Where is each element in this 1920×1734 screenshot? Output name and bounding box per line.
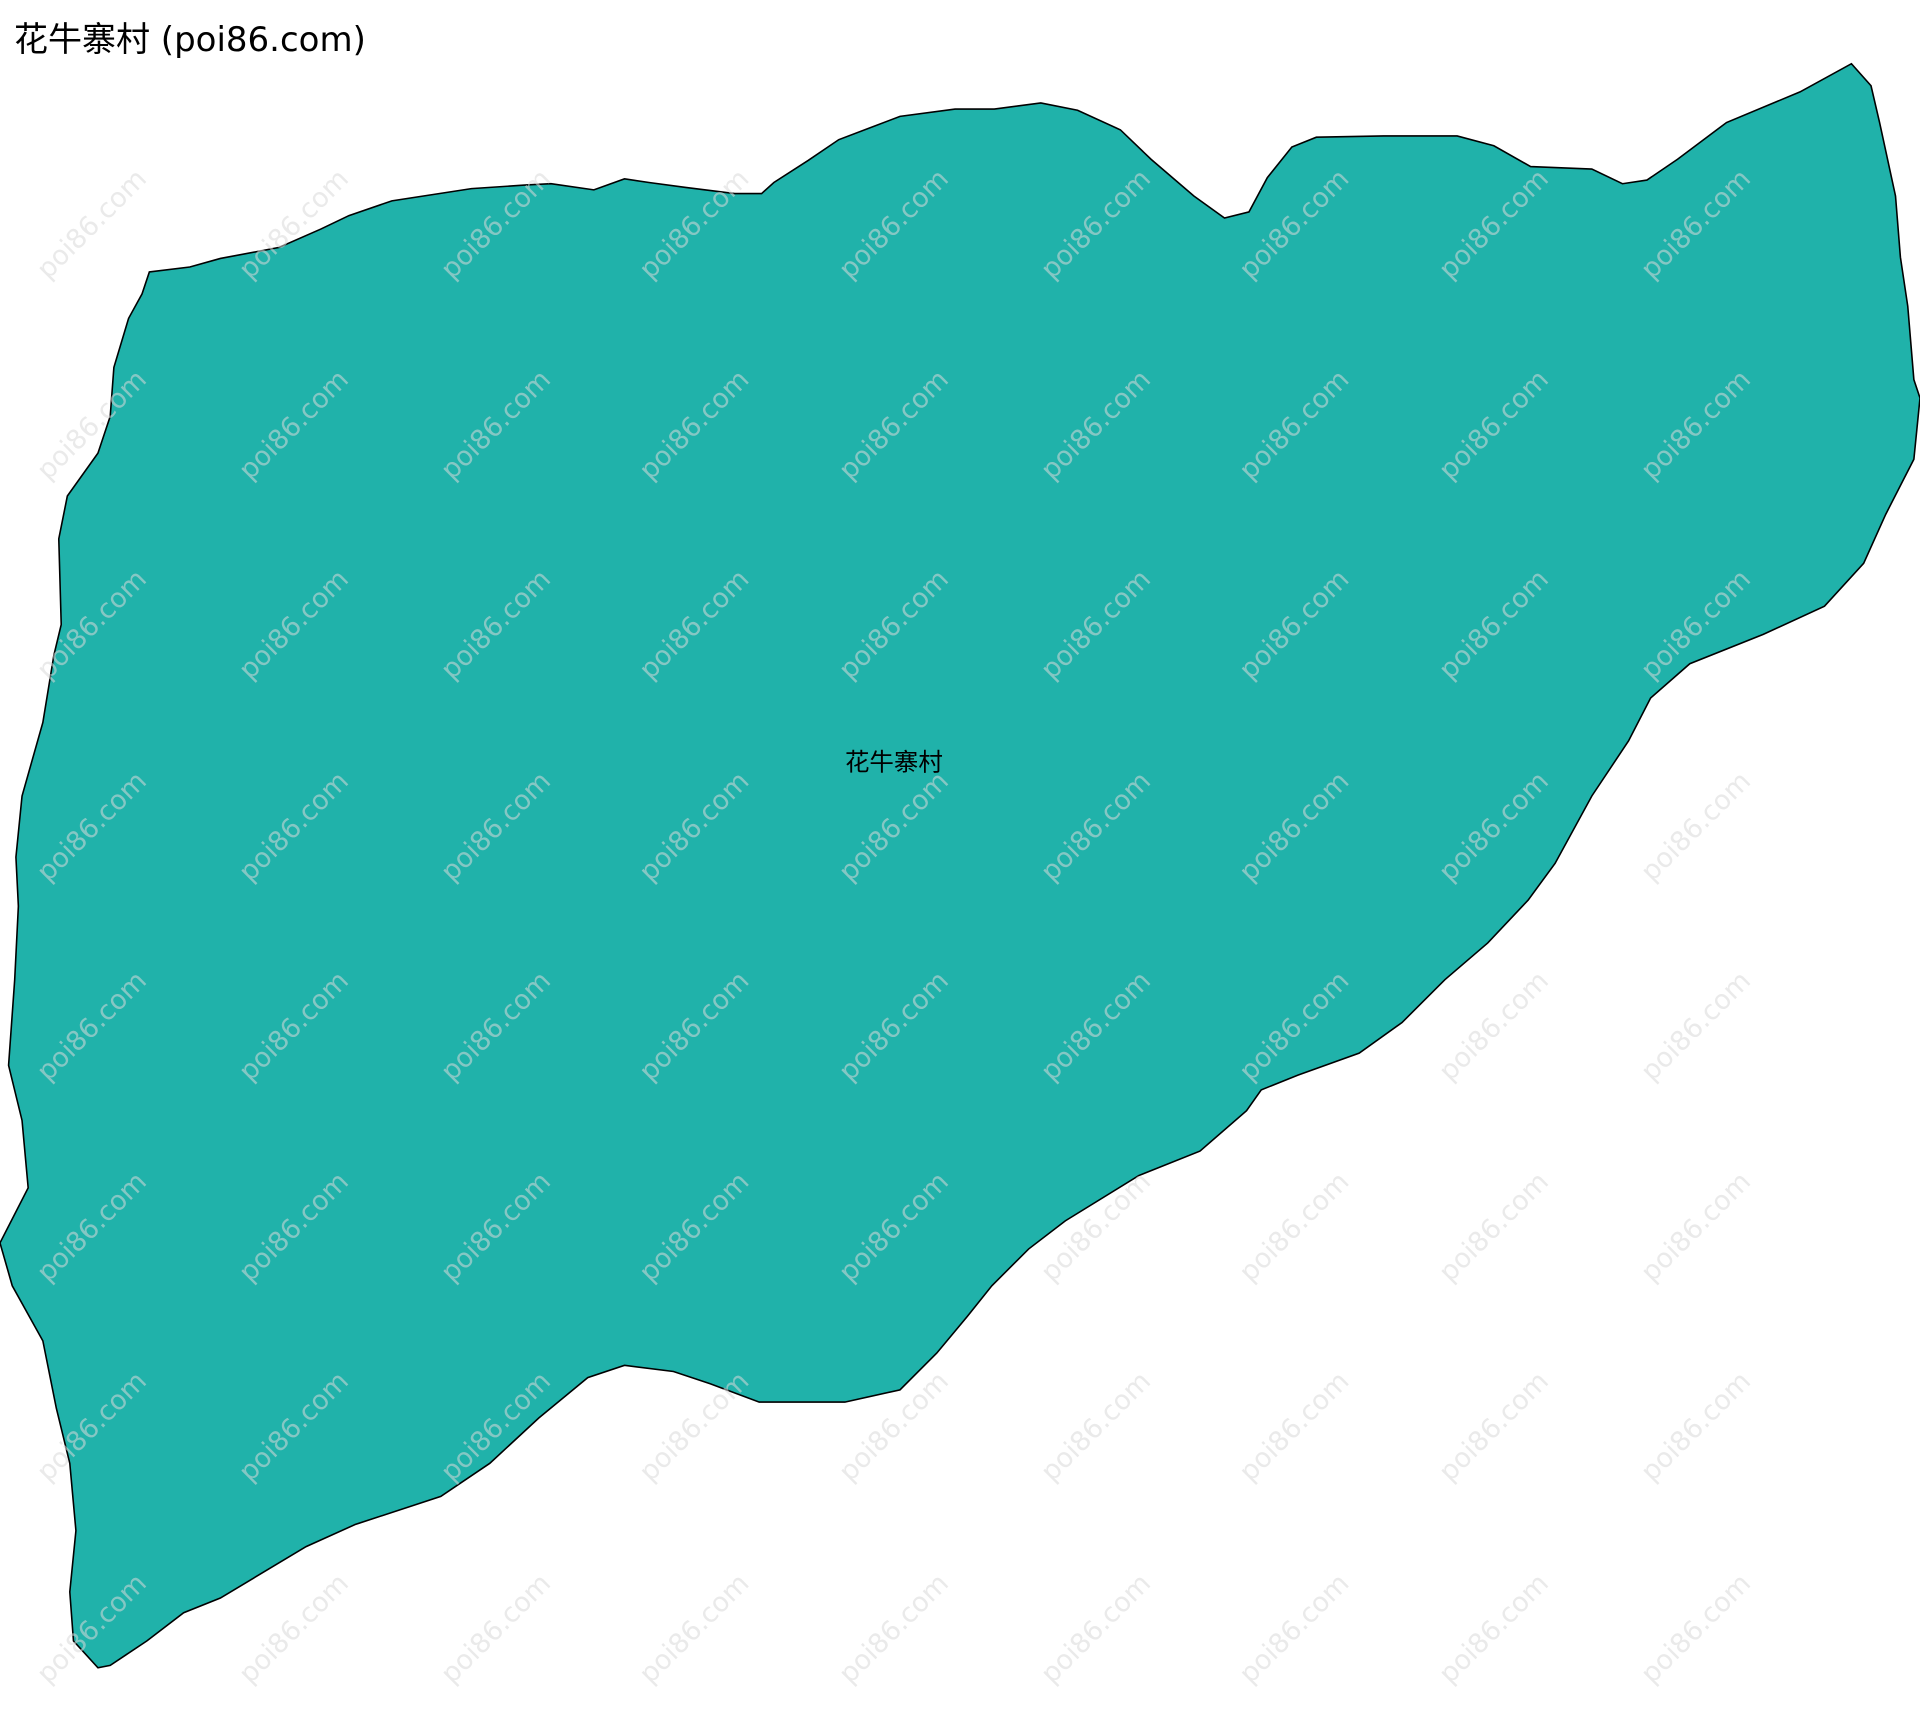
watermark-text: poi86.com bbox=[1233, 1568, 1355, 1690]
watermark-text: poi86.com bbox=[1035, 1366, 1157, 1488]
watermark-text: poi86.com bbox=[435, 1568, 557, 1690]
watermark-text: poi86.com bbox=[1635, 766, 1757, 888]
region-label: 花牛寨村 bbox=[845, 747, 943, 776]
watermark-text: poi86.com bbox=[233, 1568, 355, 1690]
watermark-text: poi86.com bbox=[1035, 1568, 1157, 1690]
map-title: 花牛寨村 (poi86.com) bbox=[14, 20, 366, 60]
watermark-text: poi86.com bbox=[1433, 965, 1555, 1087]
watermark-text: poi86.com bbox=[633, 1568, 755, 1690]
watermark-text: poi86.com bbox=[1635, 1568, 1757, 1690]
watermark-text: poi86.com bbox=[1233, 1166, 1355, 1288]
watermark-text: poi86.com bbox=[633, 1366, 755, 1488]
watermark-text: poi86.com bbox=[1635, 1166, 1757, 1288]
watermark-text: poi86.com bbox=[1433, 1166, 1555, 1288]
watermark-text: poi86.com bbox=[1433, 1366, 1555, 1488]
watermark-text: poi86.com bbox=[1233, 1366, 1355, 1488]
watermark-text: poi86.com bbox=[1433, 1568, 1555, 1690]
watermark-text: poi86.com bbox=[1635, 965, 1757, 1087]
region-polygon[interactable] bbox=[0, 62, 1920, 1669]
watermark-text: poi86.com bbox=[31, 163, 153, 285]
watermark-text: poi86.com bbox=[833, 1568, 955, 1690]
watermark-text: poi86.com bbox=[1635, 1366, 1757, 1488]
